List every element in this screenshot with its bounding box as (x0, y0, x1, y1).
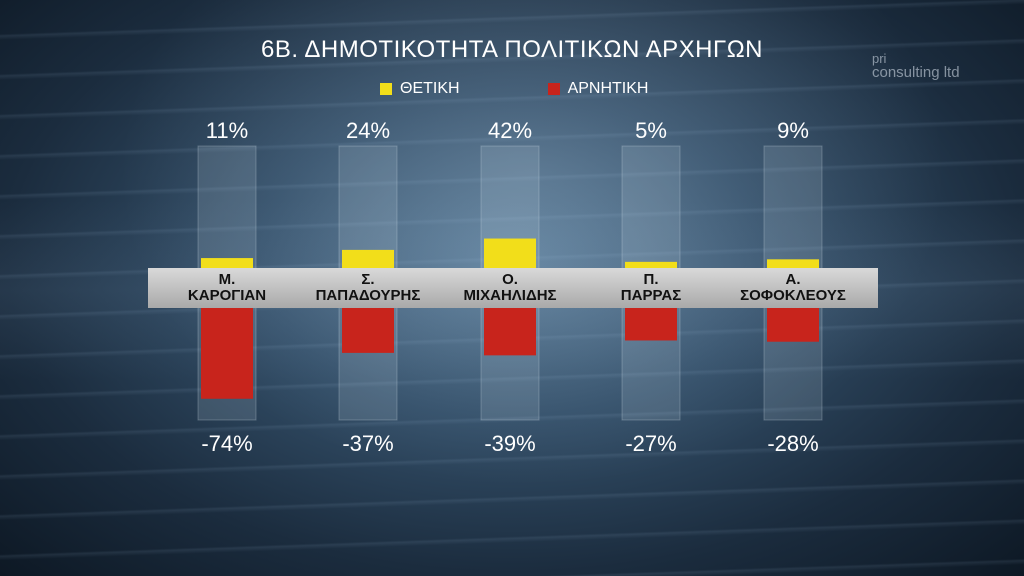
legend-swatch-negative (547, 83, 560, 95)
bar-negative-4 (767, 307, 819, 342)
legend-item-positive: ΘΕΤΙΚΗ (380, 80, 460, 98)
category-label-0-0: Μ. (219, 271, 236, 288)
category-label-4-0: Α. (786, 271, 801, 288)
logo-line-1: pri (872, 51, 887, 66)
value-label-positive-3: 5% (635, 118, 667, 143)
bar-positive-0 (201, 258, 253, 269)
category-label-1-0: Σ. (361, 271, 374, 288)
value-label-positive-2: 42% (488, 118, 532, 143)
value-label-negative-2: -39% (484, 431, 535, 456)
legend-item-negative: ΑΡΝΗΤΙΚΗ (547, 80, 649, 98)
bar-negative-1 (342, 307, 394, 353)
legend-swatch-positive (380, 83, 392, 95)
bar-positive-3 (625, 261, 677, 269)
legend: ΘΕΤΙΚΗ ΑΡΝΗΤΙΚΗ (380, 80, 648, 98)
chart-title: 6Β. ΔΗΜΟΤΙΚΟΤΗΤΑ ΠΟΛΙΤΙΚΩΝ ΑΡΧΗΓΩΝ (261, 36, 763, 63)
value-label-negative-3: -27% (625, 431, 676, 456)
category-label-3-1: ΠΑΡΡΑΣ (621, 287, 681, 304)
bar-negative-2 (484, 307, 536, 356)
bar-positive-1 (342, 249, 394, 269)
logo-line-2: consulting ltd (872, 64, 960, 81)
category-band (148, 268, 878, 308)
value-label-negative-1: -37% (342, 431, 393, 456)
category-label-2-0: Ο. (502, 271, 518, 288)
value-label-positive-0: 11% (206, 118, 248, 143)
bar-positive-2 (484, 238, 536, 269)
bar-negative-0 (201, 307, 253, 399)
category-label-4-1: ΣΟΦΟΚΛΕΟΥΣ (740, 287, 846, 304)
value-label-negative-4: -28% (767, 431, 818, 456)
category-label-0-1: ΚΑΡΟΓΙΑΝ (188, 287, 266, 304)
value-label-negative-0: -74% (201, 431, 252, 456)
legend-label-positive: ΘΕΤΙΚΗ (400, 80, 460, 97)
brand-logo: pri consulting ltd (872, 51, 960, 81)
category-label-2-1: ΜΙΧΑΗΛΙΔΗΣ (463, 287, 556, 304)
category-label-3-0: Π. (644, 271, 659, 288)
legend-label-negative: ΑΡΝΗΤΙΚΗ (567, 80, 649, 97)
category-label-1-1: ΠΑΠΑΔΟΥΡΗΣ (316, 287, 421, 304)
bar-negative-3 (625, 307, 677, 341)
value-label-positive-4: 9% (777, 118, 809, 143)
bar-positive-4 (767, 259, 819, 269)
value-label-positive-1: 24% (346, 118, 390, 143)
